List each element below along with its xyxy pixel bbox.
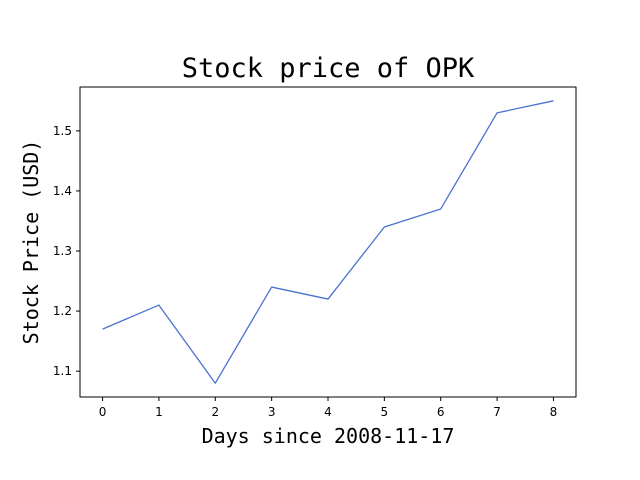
y-tick-label: 1.2 (53, 304, 72, 318)
x-tick-label: 0 (99, 405, 107, 419)
data-point (270, 286, 273, 289)
data-point (552, 99, 555, 102)
x-axis: 0 1 2 3 4 5 6 7 8 (99, 397, 558, 419)
x-tick-label: 5 (381, 405, 389, 419)
data-point (496, 111, 499, 114)
data-point (157, 304, 160, 307)
y-tick-label: 1.5 (53, 124, 72, 138)
plot-frame (79, 86, 577, 398)
data-point (327, 298, 330, 301)
x-axis-label: Days since 2008-11-17 (202, 424, 455, 448)
plot-area (101, 99, 555, 385)
data-point (214, 382, 217, 385)
y-tick-label: 1.1 (53, 364, 72, 378)
y-axis-label: Stock Price (USD) (19, 140, 43, 345)
x-tick-label: 7 (493, 405, 501, 419)
data-point (439, 207, 442, 210)
y-tick-label: 1.3 (53, 244, 72, 258)
chart-title: Stock price of OPK (182, 53, 475, 84)
data-point (383, 225, 386, 228)
data-point (101, 328, 104, 331)
series-line-0 (102, 100, 554, 384)
x-tick-label: 3 (268, 405, 276, 419)
x-tick-label: 8 (550, 405, 558, 419)
y-axis: 1.1 1.2 1.3 1.4 1.5 (53, 124, 80, 378)
x-tick-label: 2 (211, 405, 219, 419)
x-tick-label: 6 (437, 405, 445, 419)
y-tick-label: 1.4 (53, 184, 72, 198)
x-tick-label: 1 (155, 405, 163, 419)
x-tick-label: 4 (324, 405, 332, 419)
